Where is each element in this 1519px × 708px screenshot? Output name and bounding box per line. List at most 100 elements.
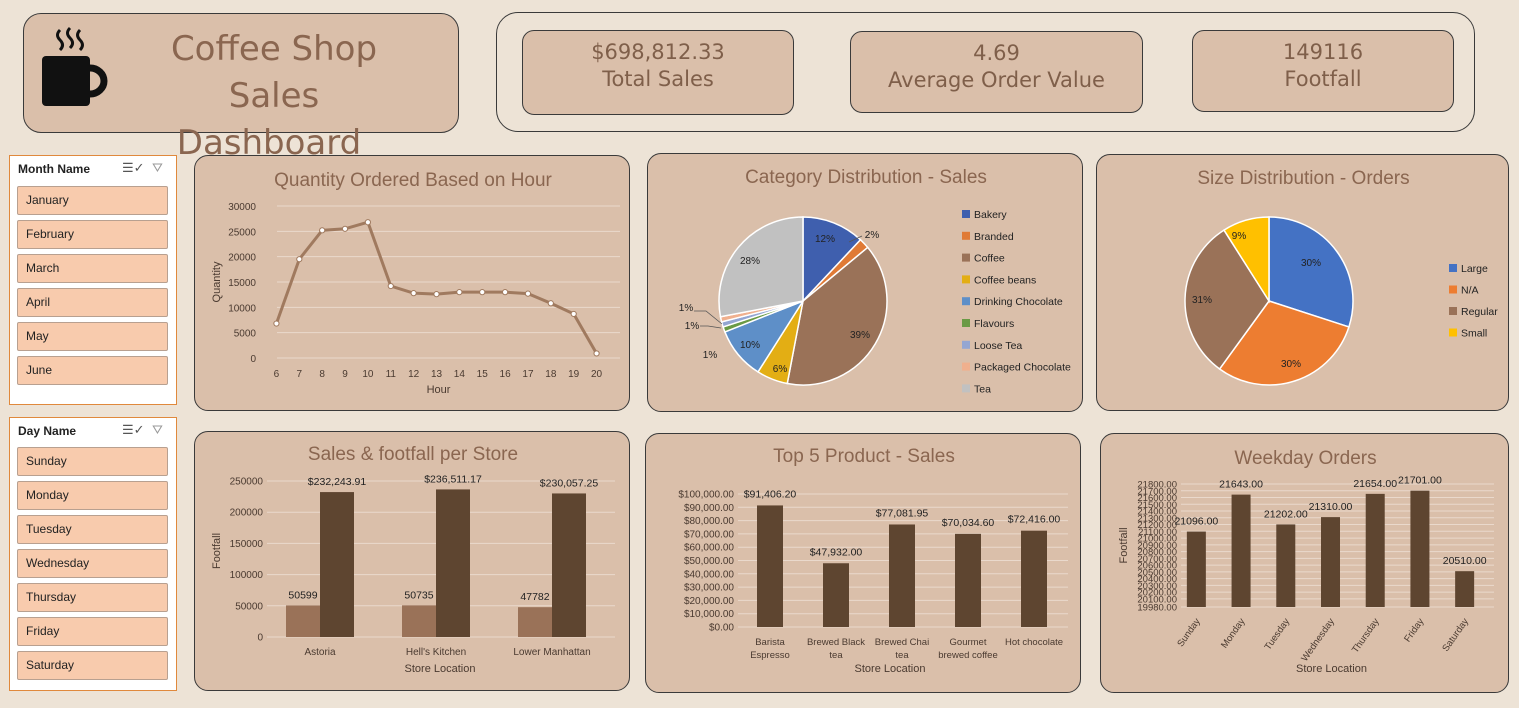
pie-slice [1218, 300, 1350, 386]
x-tick-label: Sunday [1175, 616, 1203, 649]
y-tick-label: 30000 [228, 202, 256, 213]
legend-entry: Tea [974, 383, 991, 395]
chart-title: Quantity Ordered Based on Hour [274, 170, 552, 191]
legend-entry: Branded [974, 231, 1014, 243]
chart-title: Size Distribution - Orders [1197, 168, 1409, 189]
slicer-item-saturday[interactable]: Saturday [17, 651, 168, 680]
y-tick-label: 21200.00 [1137, 520, 1177, 531]
data-label: 12% [815, 234, 835, 245]
legend-swatch [1449, 328, 1457, 337]
y-tick-label: 21300.00 [1137, 513, 1177, 524]
x-tick-label: 11 [386, 369, 397, 380]
weekday-chart-panel: Weekday Orders 19980.00 20100.00 20200.00 20… [1100, 433, 1509, 693]
data-point [502, 289, 509, 296]
legend-swatch [962, 319, 970, 327]
bar [1365, 493, 1385, 607]
y-tick-label: $60,000.00 [684, 543, 734, 554]
chart-title: Top 5 Product - Sales [773, 446, 955, 467]
chart-title: Category Distribution - Sales [745, 167, 987, 188]
x-tick-label: Hot chocolate [1005, 637, 1063, 648]
y-tick-label: $0.00 [709, 623, 734, 634]
x-axis-label: Store Location [405, 663, 476, 675]
bar [1186, 531, 1206, 607]
data-label: 6% [773, 364, 788, 375]
y-tick-label: 21600.00 [1137, 493, 1177, 504]
leader-line [694, 310, 723, 325]
data-point [547, 300, 554, 307]
kpi-label: Average Order Value [888, 68, 1105, 92]
y-tick-label: 20400.00 [1137, 574, 1177, 585]
x-tick-label: 10 [362, 369, 374, 380]
slicer-item-tuesday[interactable]: Tuesday [17, 515, 168, 544]
bar [320, 492, 354, 637]
pie-slice [1222, 216, 1270, 304]
bar [1021, 530, 1047, 627]
bar [402, 605, 436, 637]
legend-swatch [962, 253, 970, 262]
x-tick-label: Barista Espresso [750, 637, 790, 661]
legend-entry: Loose Tea [974, 340, 1022, 352]
x-tick-label: 8 [319, 369, 325, 380]
multi-select-icon[interactable]: ☰✓ [122, 422, 145, 437]
y-tick-label: 21700.00 [1137, 486, 1177, 497]
slicer-item-sunday[interactable]: Sunday [17, 447, 168, 476]
y-tick-label: 20700.00 [1137, 554, 1177, 565]
y-tick-label: 20500.00 [1137, 567, 1177, 578]
x-tick-label: Gourmet brewed coffee [938, 637, 998, 661]
y-tick-label: $30,000.00 [684, 583, 734, 594]
slicer-item-february[interactable]: February [17, 220, 168, 249]
chart-title: Sales & footfall per Store [308, 444, 518, 465]
bar [1321, 517, 1340, 607]
legend-swatch [962, 275, 970, 284]
data-point [410, 290, 417, 297]
x-tick-label: Tuesday [1263, 616, 1293, 652]
legend-entry: Bakery [974, 209, 1007, 221]
y-tick-label: 25000 [228, 227, 256, 238]
slicer-item-friday[interactable]: Friday [17, 617, 168, 646]
slicer-item-january[interactable]: January [17, 186, 168, 215]
slicer-item-june[interactable]: June [17, 356, 168, 385]
slicer-item-april[interactable]: April [17, 288, 168, 317]
x-tick-label: Thursday [1350, 616, 1382, 655]
data-label: $230,057.25 [540, 477, 599, 489]
legend-entry: Coffee [974, 253, 1005, 265]
clear-filter-icon[interactable]: ⛛ [152, 160, 163, 175]
slicer-item-wednesday[interactable]: Wednesday [17, 549, 168, 578]
slicer-item-monday[interactable]: Monday [17, 481, 168, 510]
coffee-mug-icon [42, 26, 108, 106]
x-tick-label: 19 [568, 369, 580, 380]
bar [1410, 490, 1430, 607]
data-label: 31% [1192, 295, 1212, 306]
legend-entry: Packaged Chocolate [974, 362, 1071, 374]
data-point [341, 225, 349, 232]
x-tick-label: 17 [522, 369, 534, 380]
slicer-item-thursday[interactable]: Thursday [17, 583, 168, 612]
y-axis-label: Footfall [211, 533, 223, 569]
kpi-total-sales: $698,812.33 Total Sales [522, 30, 794, 115]
legend-entry: N/A [1461, 285, 1479, 297]
chart-title: Weekday Orders [1234, 448, 1376, 469]
data-label: $77,081.95 [876, 507, 929, 519]
data-label: 50599 [288, 589, 317, 601]
y-tick-label: 21100.00 [1138, 527, 1177, 538]
legend-swatch [1449, 264, 1457, 272]
clear-filter-icon[interactable]: ⛛ [152, 422, 163, 437]
y-tick-label: 21000.00 [1137, 534, 1177, 545]
multi-select-icon[interactable]: ☰✓ [122, 160, 145, 175]
bar [1455, 571, 1475, 607]
slicer-item-march[interactable]: March [17, 254, 168, 283]
x-tick-label: Monday [1219, 616, 1248, 650]
month-slicer-title: Month Name [18, 162, 90, 176]
data-point [524, 290, 532, 297]
slicer-item-may[interactable]: May [17, 322, 168, 351]
data-point [387, 282, 394, 290]
data-point [593, 350, 600, 357]
legend-swatch [962, 231, 970, 240]
legend-swatch [962, 384, 970, 393]
data-label: 21202.00 [1264, 508, 1308, 520]
data-point [570, 310, 577, 318]
y-tick-label: $90,000.00 [684, 503, 734, 514]
data-label: 50735 [404, 589, 433, 601]
legend-entry: Drinking Chocolate [974, 296, 1063, 308]
y-tick-label: 20200.00 [1137, 588, 1177, 599]
